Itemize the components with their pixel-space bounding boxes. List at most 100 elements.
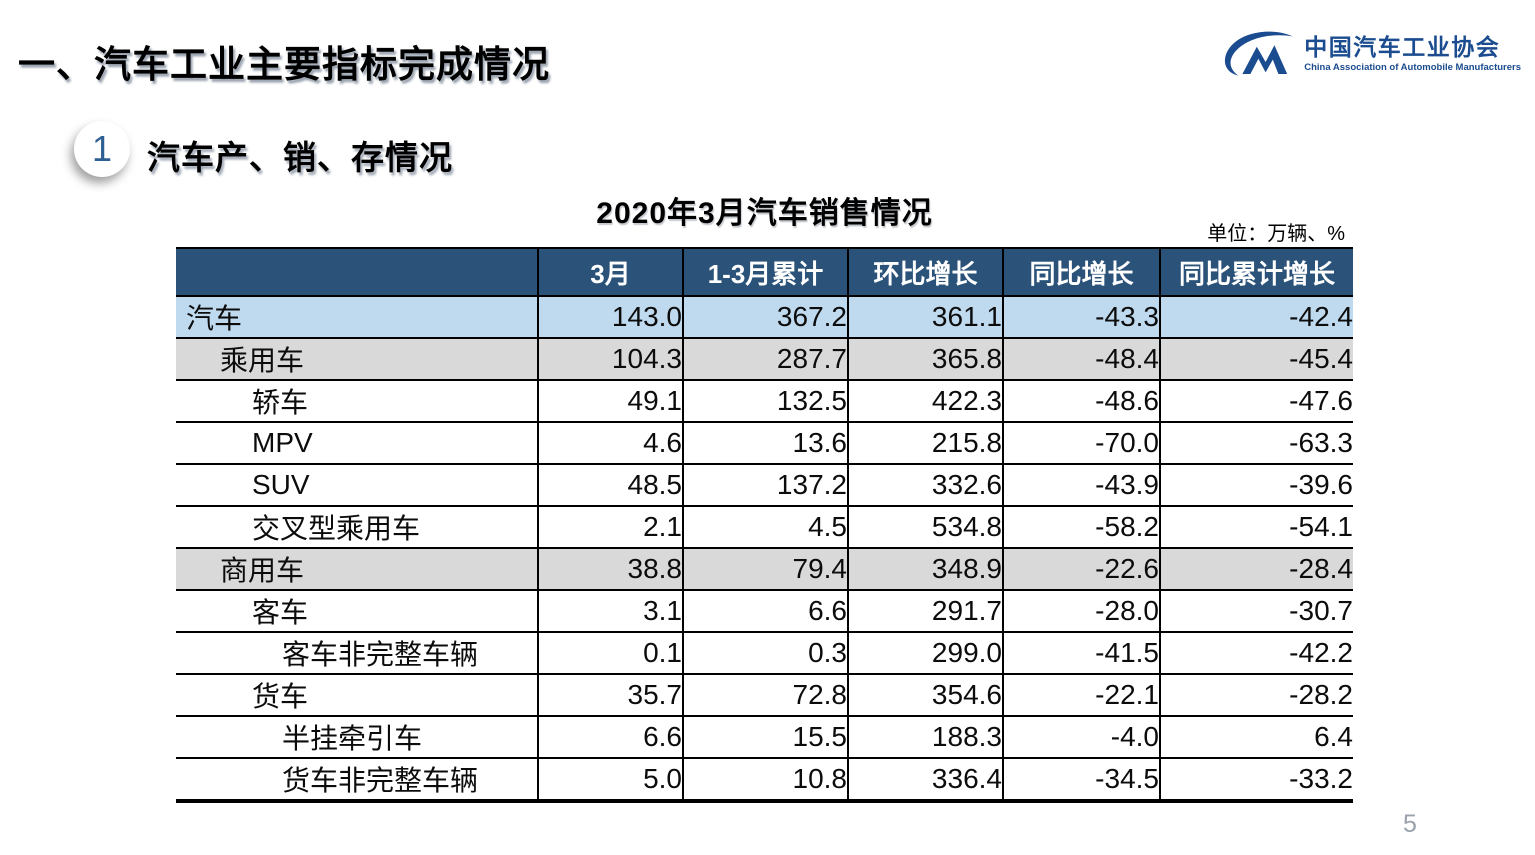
row-label: 汽车	[176, 296, 538, 338]
cell-value: 15.5	[682, 716, 848, 758]
cell-value: 299.0	[847, 632, 1003, 674]
cell-value: -48.4	[1002, 338, 1160, 380]
table-row: SUV 48.5 137.2 332.6 -43.9 -39.6	[176, 464, 1353, 506]
table-title: 2020年3月汽车销售情况	[596, 197, 933, 230]
column-header: 3月	[537, 248, 683, 296]
cell-value: -30.7	[1159, 590, 1353, 632]
cell-value: 6.6	[537, 716, 683, 758]
cell-value: -58.2	[1002, 506, 1160, 548]
cell-value: -43.3	[1002, 296, 1160, 338]
cell-value: 422.3	[847, 380, 1003, 422]
cell-value: -47.6	[1159, 380, 1353, 422]
cell-value: -34.5	[1002, 758, 1160, 801]
table-row: 商用车 38.8 79.4 348.9 -22.6 -28.4	[176, 548, 1353, 590]
column-header: 环比增长	[847, 248, 1003, 296]
row-label: 货车非完整车辆	[176, 758, 538, 801]
cell-value: 4.5	[682, 506, 848, 548]
cell-value: 188.3	[847, 716, 1003, 758]
table-row: 客车 3.1 6.6 291.7 -28.0 -30.7	[176, 590, 1353, 632]
sales-table: 3月 1-3月累计 环比增长 同比增长 同比累计增长 汽车 143.0 367.2 361.1…	[176, 247, 1353, 803]
cell-value: 0.3	[682, 632, 848, 674]
cell-value: 49.1	[537, 380, 683, 422]
cell-value: 38.8	[537, 548, 683, 590]
logo-text: 中国汽车工业协会 China Association of Automobile…	[1304, 35, 1521, 72]
cell-value: 72.8	[682, 674, 848, 716]
cell-value: 0.1	[537, 632, 683, 674]
cell-value: 4.6	[537, 422, 683, 464]
cell-value: -28.2	[1159, 674, 1353, 716]
cell-value: -4.0	[1002, 716, 1160, 758]
table-row: 半挂牵引车 6.6 15.5 188.3 -4.0 6.4	[176, 716, 1353, 758]
cell-value: 215.8	[847, 422, 1003, 464]
cam-logo: 中国汽车工业协会 China Association of Automobile…	[1216, 26, 1521, 82]
cell-value: 3.1	[537, 590, 683, 632]
cell-value: -33.2	[1159, 758, 1353, 801]
table-header-row: 3月 1-3月累计 环比增长 同比增长 同比累计增长	[176, 248, 1353, 296]
row-label: 货车	[176, 674, 538, 716]
cell-value: -42.2	[1159, 632, 1353, 674]
cell-value: 365.8	[847, 338, 1003, 380]
cell-value: -28.4	[1159, 548, 1353, 590]
page-title: 一、汽车工业主要指标完成情况	[18, 44, 550, 85]
table-row: 客车非完整车辆 0.1 0.3 299.0 -41.5 -42.2	[176, 632, 1353, 674]
cell-value: -70.0	[1002, 422, 1160, 464]
cell-value: 137.2	[682, 464, 848, 506]
cell-value: 6.4	[1159, 716, 1353, 758]
cell-value: 13.6	[682, 422, 848, 464]
cell-value: -42.4	[1159, 296, 1353, 338]
cell-value: -63.3	[1159, 422, 1353, 464]
cell-value: -45.4	[1159, 338, 1353, 380]
cell-value: 354.6	[847, 674, 1003, 716]
column-header-empty	[176, 248, 538, 296]
cell-value: 5.0	[537, 758, 683, 801]
row-label: 客车非完整车辆	[176, 632, 538, 674]
cam-monogram-icon	[1225, 31, 1294, 76]
table-row: 汽车 143.0 367.2 361.1 -43.3 -42.4	[176, 296, 1353, 338]
cell-value: 104.3	[537, 338, 683, 380]
section-number: 1	[91, 128, 113, 169]
row-label: 客车	[176, 590, 538, 632]
cell-value: 35.7	[537, 674, 683, 716]
logo-name-en: China Association of Automobile Manufact…	[1304, 61, 1521, 73]
cell-value: -28.0	[1002, 590, 1160, 632]
row-label: 商用车	[176, 548, 538, 590]
cell-value: 132.5	[682, 380, 848, 422]
section-badge: 1	[74, 121, 130, 177]
cell-value: -22.1	[1002, 674, 1160, 716]
row-label: 交叉型乘用车	[176, 506, 538, 548]
table-row: 交叉型乘用车 2.1 4.5 534.8 -58.2 -54.1	[176, 506, 1353, 548]
cell-value: 336.4	[847, 758, 1003, 801]
table-row: 货车非完整车辆 5.0 10.8 336.4 -34.5 -33.2	[176, 758, 1353, 801]
cell-value: 143.0	[537, 296, 683, 338]
cell-value: 287.7	[682, 338, 848, 380]
cell-value: 48.5	[537, 464, 683, 506]
column-header: 同比增长	[1002, 248, 1160, 296]
cell-value: 291.7	[847, 590, 1003, 632]
row-label: MPV	[176, 422, 538, 464]
cell-value: 332.6	[847, 464, 1003, 506]
unit-note: 单位：万辆、%	[1207, 223, 1345, 245]
row-label: 乘用车	[176, 338, 538, 380]
cell-value: 10.8	[682, 758, 848, 801]
cell-value: -22.6	[1002, 548, 1160, 590]
cell-value: 79.4	[682, 548, 848, 590]
cell-value: 348.9	[847, 548, 1003, 590]
row-label: 半挂牵引车	[176, 716, 538, 758]
cell-value: 534.8	[847, 506, 1003, 548]
column-header: 同比累计增长	[1159, 248, 1353, 296]
cell-value: 361.1	[847, 296, 1003, 338]
table-row: 轿车 49.1 132.5 422.3 -48.6 -47.6	[176, 380, 1353, 422]
column-header: 1-3月累计	[682, 248, 848, 296]
row-label: SUV	[176, 464, 538, 506]
cell-value: 6.6	[682, 590, 848, 632]
row-label: 轿车	[176, 380, 538, 422]
section-title: 汽车产、销、存情况	[147, 139, 453, 176]
cell-value: -43.9	[1002, 464, 1160, 506]
table-row: 货车 35.7 72.8 354.6 -22.1 -28.2	[176, 674, 1353, 716]
cell-value: 2.1	[537, 506, 683, 548]
cell-value: -54.1	[1159, 506, 1353, 548]
cell-value: -39.6	[1159, 464, 1353, 506]
logo-name-cn: 中国汽车工业协会	[1304, 34, 1501, 61]
cell-value: -48.6	[1002, 380, 1160, 422]
